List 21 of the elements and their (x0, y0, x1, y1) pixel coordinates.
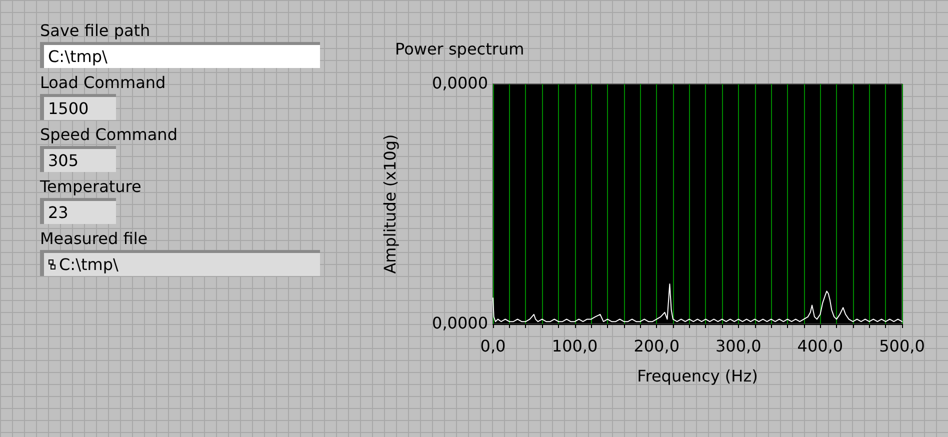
text: Speed Command (40, 124, 178, 146)
text: 23 (48, 202, 68, 224)
text: Temperature (40, 176, 142, 198)
text: 0,0000 (432, 314, 488, 332)
x-tick-label: 500,0 (879, 336, 925, 356)
y-axis-title: Amplitude (x10g) (380, 134, 400, 274)
text: C:\tmp\ (48, 46, 108, 68)
text: 305 (48, 150, 79, 172)
x-axis-title: Frequency (Hz) (637, 366, 758, 386)
chart-title: Power spectrum (395, 40, 524, 58)
x-tick-label: 100,0 (552, 336, 598, 356)
text: Load Command (40, 72, 167, 94)
x-tick-label: 200,0 (634, 336, 680, 356)
x-tick-label: 0,0 (480, 336, 506, 356)
text: 0,0000 (432, 74, 488, 92)
x-tick-label: 400,0 (797, 336, 844, 356)
text: Measured file (40, 228, 149, 250)
x-tick-label: 300,0 (715, 336, 762, 356)
text: Save file path (40, 20, 152, 42)
text: 1500 (48, 98, 89, 120)
text: C:\tmp\ (59, 254, 118, 276)
